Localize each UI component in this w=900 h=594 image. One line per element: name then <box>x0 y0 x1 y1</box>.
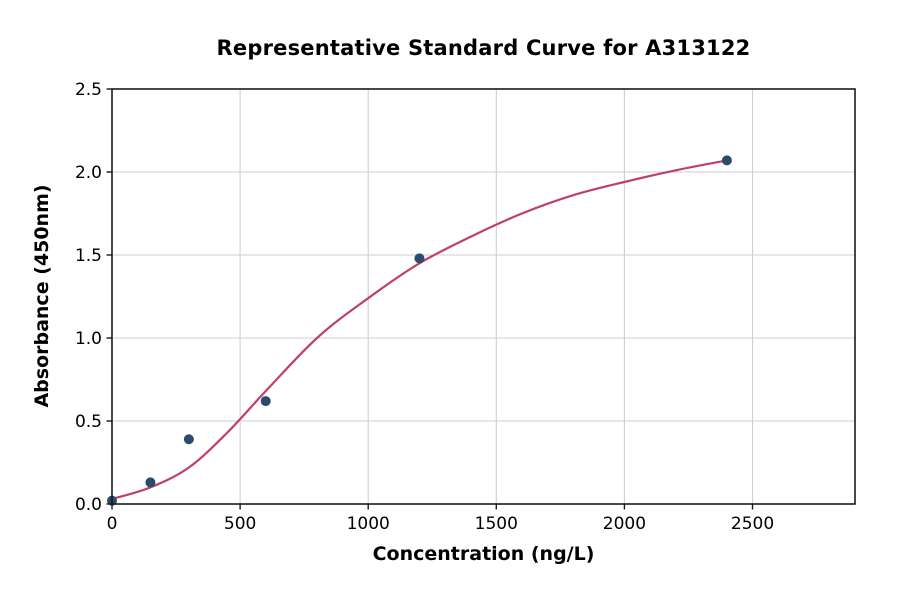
data-point <box>414 253 425 264</box>
fit-curve <box>110 159 728 501</box>
x-axis-title: Concentration (ng/L) <box>372 543 595 565</box>
y-tick-label: 1.0 <box>75 329 102 349</box>
x-tick-label: 0 <box>107 514 118 534</box>
y-tick-label: 2.5 <box>75 80 102 100</box>
y-tick-label: 0.5 <box>75 412 102 432</box>
data-point <box>260 396 271 407</box>
x-tick-label: 2500 <box>731 514 774 534</box>
data-point <box>145 477 156 488</box>
x-tick-label: 500 <box>224 514 256 534</box>
x-tick-label: 1000 <box>347 514 390 534</box>
y-tick-label: 1.5 <box>75 246 102 266</box>
data-point <box>721 155 732 166</box>
y-tick-label: 2.0 <box>75 163 102 183</box>
x-tick-label: 2000 <box>603 514 646 534</box>
chart-title: Representative Standard Curve for A31312… <box>216 36 751 60</box>
data-point <box>183 434 194 445</box>
y-tick-label: 0.0 <box>75 495 102 515</box>
x-tick-label: 1500 <box>475 514 518 534</box>
plot-border <box>111 88 856 505</box>
